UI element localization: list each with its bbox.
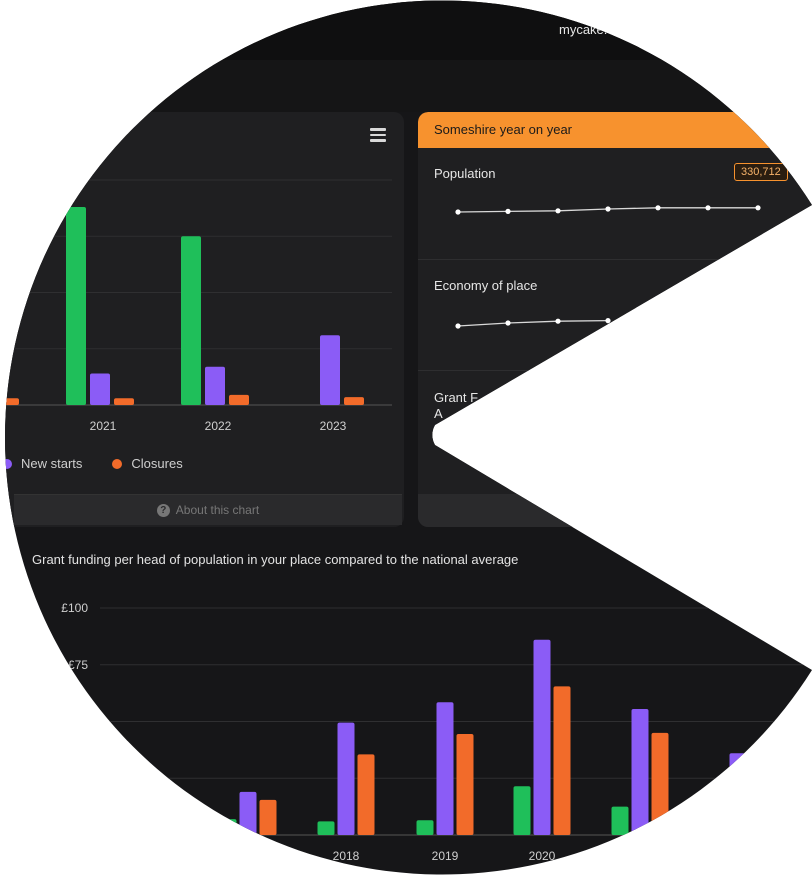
year-on-year-title: Someshire year on year xyxy=(434,122,573,137)
bar-2020-closures[interactable] xyxy=(0,398,19,405)
bar-2017-series-1[interactable] xyxy=(240,792,257,835)
bar-2021-series-0[interactable] xyxy=(66,207,86,405)
bar-2021-new-starts[interactable] xyxy=(90,374,110,406)
x-tick-label: 2019 xyxy=(432,849,459,863)
top-bar: mycake. xyxy=(0,0,812,60)
x-tick-label: 2022 xyxy=(205,419,232,433)
population-sparkline-point[interactable] xyxy=(755,205,760,210)
legend-dot-closures xyxy=(112,459,122,469)
grant-funding-chart-title: Grant funding per head of population in … xyxy=(32,552,519,567)
population-sparkline xyxy=(448,196,768,226)
economy-sparkline-point[interactable] xyxy=(555,319,560,324)
bar-2020-series-1[interactable] xyxy=(534,640,551,835)
bar-2019-series-1[interactable] xyxy=(437,702,454,835)
economy-sparkline-point[interactable] xyxy=(455,323,460,328)
site-domain: mycake. xyxy=(559,22,608,37)
legend-item-new-starts[interactable]: New starts xyxy=(2,456,82,471)
economy-sparkline-point[interactable] xyxy=(505,320,510,325)
legend-label-closures: Closures xyxy=(131,456,183,471)
bar-2022-closures[interactable] xyxy=(229,395,249,405)
right-panel-footer xyxy=(418,494,812,527)
about-this-chart-button[interactable]: ? About this chart xyxy=(14,494,402,525)
economy-sparkline-line xyxy=(458,321,608,326)
x-tick-label: 2023 xyxy=(320,419,347,433)
x-tick-label: 2018 xyxy=(333,849,360,863)
legend-label-new-starts: New starts xyxy=(21,456,83,471)
x-tick-label: 2021 xyxy=(90,419,117,433)
legend-dot-new-starts xyxy=(2,459,12,469)
bar-2020-series-0[interactable] xyxy=(514,786,531,835)
grant-funding-chart: £100 £75 2018 2019 2020 xyxy=(0,590,812,875)
population-sparkline-point[interactable] xyxy=(555,208,560,213)
economy-sparkline xyxy=(448,310,768,340)
bar-2019-series-2[interactable] xyxy=(457,734,474,835)
bar-2023-new-starts[interactable] xyxy=(320,335,340,405)
bar-2017-series-0[interactable] xyxy=(220,819,237,835)
bar-2021-series-1[interactable] xyxy=(632,709,649,835)
bar-2020-series-2[interactable] xyxy=(554,686,571,835)
bar-2017-series-2[interactable] xyxy=(260,800,277,835)
bar-2023-closures[interactable] xyxy=(344,397,364,405)
y-tick-label: £75 xyxy=(68,658,88,672)
bar-2022-series-1[interactable] xyxy=(730,753,747,835)
about-this-chart-label: About this chart xyxy=(175,503,260,517)
chart-legend: New starts Closures xyxy=(2,456,183,471)
bar-2021-series-0[interactable] xyxy=(612,807,629,835)
x-tick-label: 2020 xyxy=(529,849,556,863)
bar-2022-new-starts[interactable] xyxy=(205,367,225,405)
year-on-year-panel: Someshire year on year Population 330,71… xyxy=(418,112,812,527)
economy-of-place-label: Economy of place xyxy=(434,278,538,293)
y-tick-label: £100 xyxy=(61,601,88,615)
grant-funding-label: Grant F xyxy=(434,390,479,405)
hamburger-menu-icon[interactable] xyxy=(370,128,386,142)
grant-funding-label-line2: A xyxy=(434,406,443,421)
question-icon: ? xyxy=(157,504,170,517)
year-on-year-header: Someshire year on year xyxy=(418,112,812,148)
divider xyxy=(418,370,812,371)
population-value-badge: 330,712 xyxy=(734,163,788,181)
bar-2018-series-0[interactable] xyxy=(318,821,335,835)
population-sparkline-point[interactable] xyxy=(505,209,510,214)
population-label: Population xyxy=(434,166,496,181)
divider xyxy=(418,259,812,260)
population-sparkline-point[interactable] xyxy=(455,209,460,214)
bar-2018-series-2[interactable] xyxy=(358,754,375,835)
economy-sparkline-point[interactable] xyxy=(605,318,610,323)
bar-2021-closures[interactable] xyxy=(114,398,134,405)
legend-item-closures[interactable]: Closures xyxy=(112,456,182,471)
population-sparkline-point[interactable] xyxy=(705,205,710,210)
bar-2022-series-0[interactable] xyxy=(181,236,201,405)
population-sparkline-point[interactable] xyxy=(655,205,660,210)
bar-2018-series-1[interactable] xyxy=(338,723,355,835)
business-chart: 2021 2022 2023 xyxy=(0,150,404,440)
bar-2019-series-0[interactable] xyxy=(417,820,434,835)
sub-bar xyxy=(0,60,812,112)
bar-2021-series-2[interactable] xyxy=(652,733,669,835)
population-sparkline-point[interactable] xyxy=(605,206,610,211)
